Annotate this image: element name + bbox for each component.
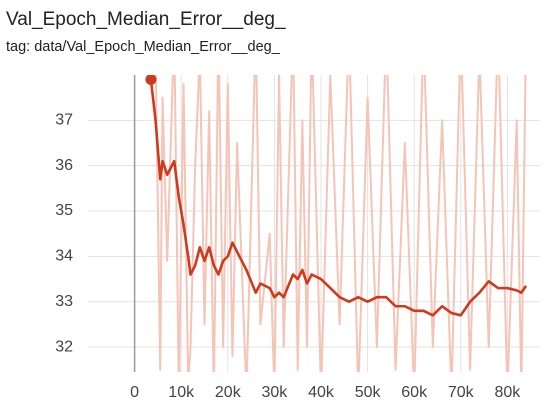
x-tick-label: 0 bbox=[130, 384, 139, 401]
x-tick-label: 30k bbox=[261, 384, 288, 401]
y-tick-label: 35 bbox=[55, 202, 73, 219]
chart-subtitle: tag: data/Val_Epoch_Median_Error__deg_ bbox=[6, 39, 281, 55]
y-tick-label: 36 bbox=[55, 157, 73, 174]
x-tick-label: 40k bbox=[308, 384, 335, 401]
x-tick-label: 60k bbox=[401, 384, 428, 401]
x-tick-label: 20k bbox=[215, 384, 242, 401]
start-marker bbox=[145, 75, 157, 86]
chart-title: Val_Epoch_Median_Error__deg_ bbox=[6, 9, 286, 30]
y-tick-label: 32 bbox=[55, 338, 73, 355]
x-tick-label: 80k bbox=[494, 384, 521, 401]
y-tick-label: 33 bbox=[55, 293, 73, 310]
raw-line bbox=[149, 75, 527, 372]
axis-labels: 32 33 34 35 36 37 0 10k 20k 30k 40k 50k 60k 70k 80k bbox=[55, 112, 521, 402]
smoothed-line bbox=[149, 79, 528, 317]
x-tick-label: 50k bbox=[355, 384, 382, 401]
y-tick-label: 37 bbox=[55, 112, 73, 129]
x-tick-label: 10k bbox=[168, 384, 195, 401]
x-tick-label: 70k bbox=[448, 384, 475, 401]
y-tick-label: 34 bbox=[55, 248, 73, 265]
plot-area bbox=[145, 75, 528, 372]
